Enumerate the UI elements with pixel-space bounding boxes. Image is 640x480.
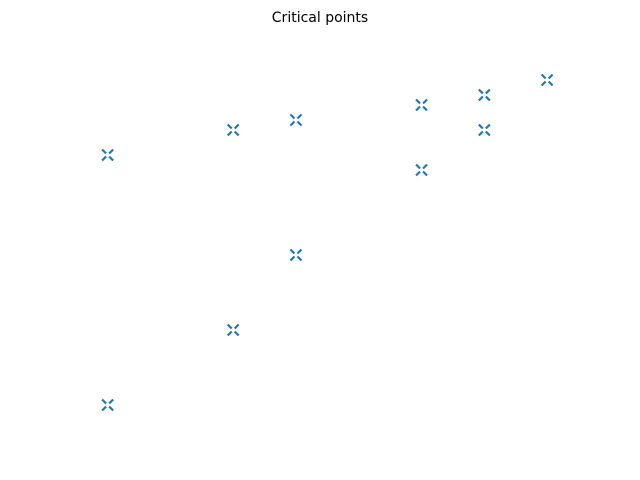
marker xyxy=(101,148,114,162)
marker-stroke xyxy=(478,123,484,130)
marker-stroke xyxy=(108,405,114,412)
marker-stroke xyxy=(101,155,107,162)
marker-stroke xyxy=(289,120,296,127)
marker-stroke xyxy=(478,130,484,137)
marker xyxy=(101,398,114,412)
marker-stroke xyxy=(478,88,484,95)
marker-stroke xyxy=(296,255,303,262)
marker xyxy=(540,73,554,87)
marker xyxy=(415,98,428,112)
marker-stroke xyxy=(296,120,303,127)
marker-stroke xyxy=(485,130,491,137)
marker-stroke xyxy=(226,123,233,130)
marker-stroke xyxy=(289,255,296,262)
marker-stroke xyxy=(415,105,421,112)
marker xyxy=(478,123,491,137)
marker-stroke xyxy=(226,323,233,330)
marker-stroke xyxy=(108,155,114,162)
marker-stroke xyxy=(415,98,421,105)
marker xyxy=(415,163,428,177)
marker-stroke xyxy=(422,170,428,177)
marker xyxy=(478,88,491,102)
marker-stroke xyxy=(422,98,428,105)
marker-stroke xyxy=(101,148,107,155)
marker-stroke xyxy=(108,398,114,405)
marker-stroke xyxy=(226,130,233,137)
marker-stroke xyxy=(547,80,554,87)
marker xyxy=(226,323,240,337)
chart-title: Critical points xyxy=(272,10,368,26)
marker-stroke xyxy=(101,398,107,405)
marker-stroke xyxy=(233,330,240,337)
marker-stroke xyxy=(547,73,554,80)
marker-stroke xyxy=(415,163,421,170)
marker-stroke xyxy=(415,170,421,177)
marker-stroke xyxy=(289,248,296,255)
marker-stroke xyxy=(485,88,491,95)
marker-stroke xyxy=(485,95,491,102)
marker-stroke xyxy=(485,123,491,130)
marker-stroke xyxy=(233,123,240,130)
marker-stroke xyxy=(226,330,233,337)
marker-stroke xyxy=(296,248,303,255)
marker-stroke xyxy=(478,95,484,102)
marker-stroke xyxy=(233,130,240,137)
marker xyxy=(226,123,240,137)
marker-stroke xyxy=(422,163,428,170)
marker-stroke xyxy=(540,73,547,80)
marker-stroke xyxy=(540,80,547,87)
marker-stroke xyxy=(422,105,428,112)
marker xyxy=(289,113,303,127)
marker-stroke xyxy=(101,405,107,412)
marker-stroke xyxy=(296,113,303,120)
marker xyxy=(289,248,303,262)
marker-stroke xyxy=(108,148,114,155)
marker-stroke xyxy=(289,113,296,120)
marker-stroke xyxy=(233,323,240,330)
